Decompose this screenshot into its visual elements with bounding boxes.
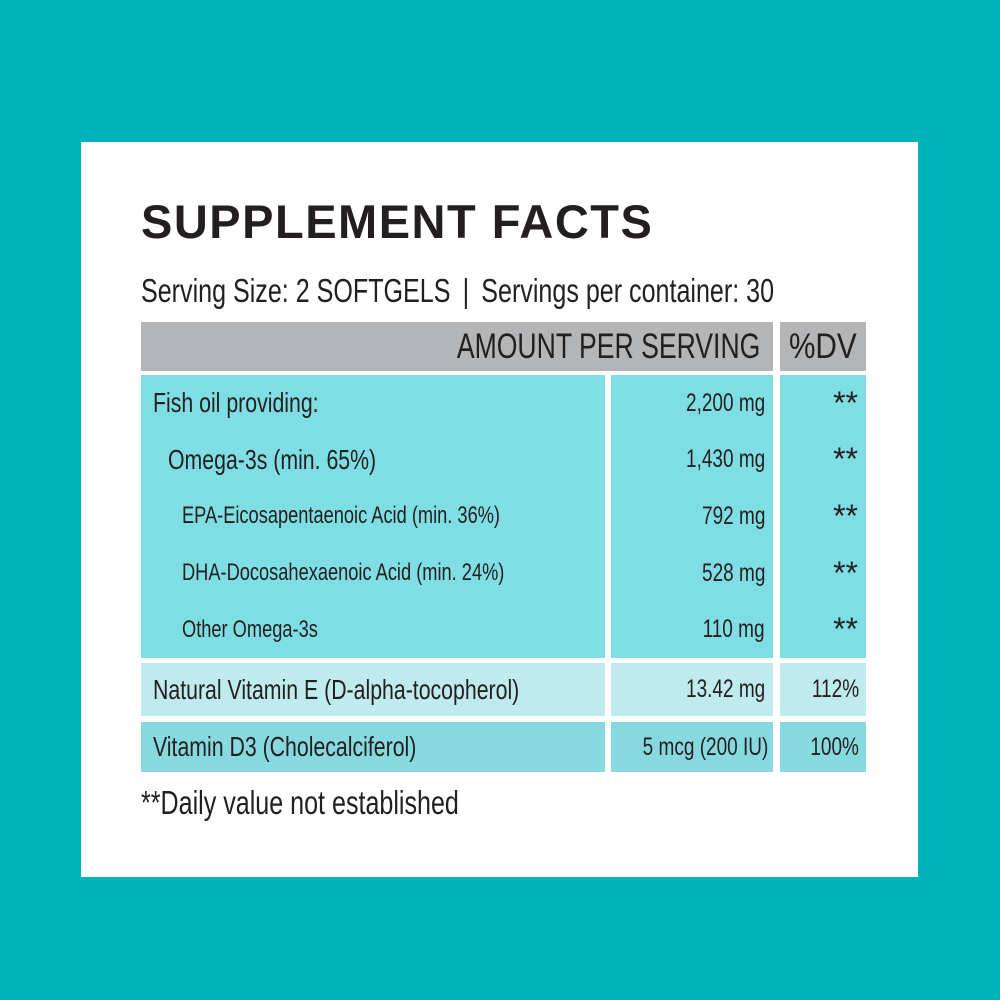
table-header-amount-per-serving: AMOUNT PER SERVING: [141, 322, 773, 371]
table-row-label: Vitamin D3 (Cholecalciferol): [153, 731, 417, 762]
vitamin-e-amount-cell: 13.42 mg: [611, 663, 773, 716]
table-row-dv: 100%: [810, 732, 859, 761]
dv-label: %DV: [789, 326, 857, 366]
daily-value-footnote: **Daily value not established: [141, 784, 459, 821]
nutrient-label-column: Fish oil providing: Omega-3s (min. 65%) …: [141, 375, 605, 658]
table-row-amount: 2,200 mg: [685, 388, 765, 417]
table-row-label: EPA-Eicosapentaenoic Acid (min. 36%): [182, 502, 501, 530]
table-row-dv: **: [833, 384, 858, 421]
table-row-label: Natural Vitamin E (D-alpha-tocopherol): [153, 673, 520, 705]
servings-per-container-text: Servings per container: 30: [481, 272, 775, 309]
table-row-amount: 1,430 mg: [685, 445, 765, 474]
table-row-label: Omega-3s (min. 65%): [168, 443, 377, 475]
table-row-label: DHA-Docosahexaenoic Acid (min. 24%): [182, 559, 505, 587]
table-row-dv: **: [833, 554, 858, 591]
serving-info-line: Serving Size: 2 SOFTGELS | Servings per co…: [141, 274, 974, 307]
serving-separator: |: [462, 272, 470, 309]
table-row-label: Fish oil providing:: [153, 387, 319, 419]
amount-per-serving-label: AMOUNT PER SERVING: [456, 326, 760, 366]
supplement-facts-card: SUPPLEMENT FACTS Serving Size: 2 SOFTGEL…: [81, 142, 918, 877]
vitamin-e-dv-cell: 112%: [780, 663, 866, 716]
vitamin-d3-dv-cell: 100%: [780, 722, 866, 772]
table-row-amount: 13.42 mg: [685, 675, 765, 703]
table-row-dv: **: [833, 497, 858, 534]
serving-size-text: Serving Size: 2 SOFTGELS | Servings per co…: [141, 272, 775, 309]
vitamin-d3-amount-cell: 5 mcg (200 IU): [611, 722, 773, 772]
table-row-amount: 5 mcg (200 IU): [642, 732, 768, 761]
table-row-amount: 110 mg: [703, 615, 765, 644]
page-title: SUPPLEMENT FACTS: [141, 195, 654, 248]
table-row-dv: **: [833, 611, 858, 648]
table-row-amount: 528 mg: [701, 558, 765, 587]
vitamin-e-label-cell: Natural Vitamin E (D-alpha-tocopherol): [141, 663, 605, 716]
amount-column: 2,200 mg 1,430 mg 792 mg 528 mg 110 mg: [611, 375, 773, 658]
table-header-dv: %DV: [780, 322, 866, 371]
table-row-amount: 792 mg: [701, 501, 765, 530]
table-row-label: Other Omega-3s: [182, 615, 318, 643]
vitamin-d3-label-cell: Vitamin D3 (Cholecalciferol): [141, 722, 605, 772]
dv-column: ** ** ** ** **: [780, 375, 866, 658]
table-row-dv: 112%: [811, 675, 859, 703]
table-row-dv: **: [833, 441, 858, 478]
